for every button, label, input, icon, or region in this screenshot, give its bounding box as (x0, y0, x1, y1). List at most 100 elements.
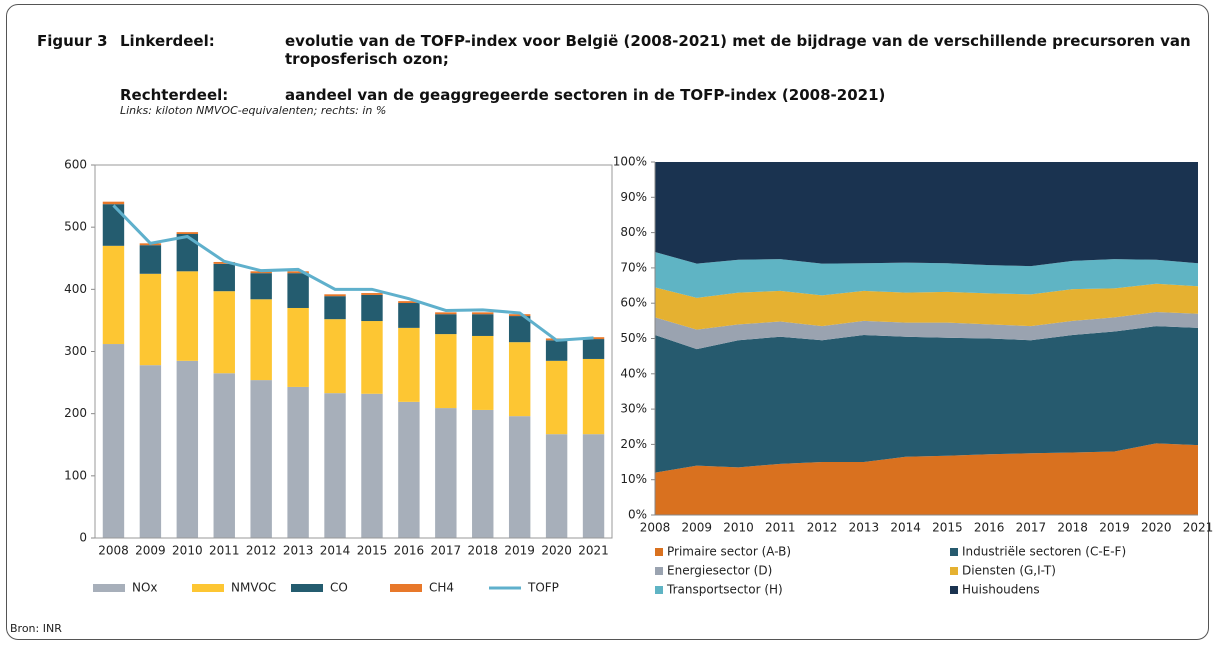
y-tick-label: 500 (64, 220, 87, 234)
legend-swatch (192, 584, 224, 592)
y-tick-label: 300 (64, 344, 87, 358)
bar (582, 358, 605, 435)
bar (472, 409, 494, 538)
area (655, 443, 1198, 515)
y-tick-label: 50% (620, 331, 647, 345)
x-tick-label: 2020 (541, 544, 572, 558)
right-text: aandeel van de geaggregeerde sectoren in… (285, 86, 886, 104)
area (655, 312, 1198, 350)
bar (102, 245, 125, 345)
bar (508, 416, 531, 538)
x-tick-label: 2014 (320, 544, 351, 558)
legend-label: Energiesector (D) (667, 564, 772, 578)
y-tick-label: 100 (64, 468, 87, 482)
area (655, 326, 1198, 473)
bar (472, 312, 494, 315)
plot-border (94, 164, 613, 539)
bar (435, 334, 457, 409)
x-tick-label: 2017 (431, 544, 462, 558)
bar (102, 201, 125, 205)
frame (6, 4, 1209, 640)
x-tick-label: 2010 (172, 544, 203, 558)
bar (213, 291, 235, 374)
bar (508, 316, 531, 343)
figure-label: Figuur 3 (37, 32, 108, 50)
legend-label: NMVOC (231, 581, 276, 595)
source: Bron: INR (10, 622, 62, 635)
bar (176, 271, 199, 361)
y-tick-label: 100% (613, 155, 647, 169)
legend-swatch (950, 586, 958, 594)
y-tick-label: 400 (64, 282, 87, 296)
x-tick-label: 2013 (283, 544, 314, 558)
x-tick-label: 2012 (246, 544, 277, 558)
legend-label: CH4 (429, 581, 454, 595)
legend-swatch (655, 567, 663, 575)
legend-label: TOFP (527, 581, 559, 595)
bar (176, 360, 199, 538)
bar (398, 327, 420, 402)
bar (250, 273, 272, 300)
bar (287, 307, 309, 387)
bar (545, 340, 568, 361)
subtitle: Links: kiloton NMVOC-equivalenten; recht… (120, 104, 387, 117)
x-tick-label: 2008 (98, 544, 129, 558)
area (655, 252, 1198, 298)
y-tick-label: 0% (628, 508, 647, 522)
bar (361, 393, 383, 538)
bar (213, 261, 235, 264)
bar (102, 204, 125, 246)
area (655, 162, 1198, 267)
x-tick-label: 2014 (890, 521, 921, 535)
bar (287, 273, 309, 308)
x-tick-label: 2015 (357, 544, 388, 558)
bar (582, 339, 605, 359)
legend-label: Primaire sector (A-B) (667, 545, 791, 559)
y-tick-label: 70% (620, 260, 647, 274)
bar (176, 234, 199, 272)
bar (361, 293, 383, 295)
y-tick-label: 200 (64, 406, 87, 420)
bar (287, 271, 309, 274)
y-tick-label: 90% (620, 190, 647, 204)
x-tick-label: 2019 (504, 544, 535, 558)
x-tick-label: 2021 (1183, 521, 1214, 535)
bar (324, 393, 346, 538)
bar (139, 365, 162, 538)
x-tick-label: 2020 (1141, 521, 1172, 535)
bar (435, 312, 457, 315)
line (112, 204, 594, 342)
x-tick-label: 2008 (640, 521, 671, 535)
y-tick-label: 0 (79, 531, 87, 545)
y-tick-label: 60% (620, 296, 647, 310)
bar (250, 271, 272, 274)
bar (398, 303, 420, 328)
y-tick-label: 10% (620, 472, 647, 486)
bar (139, 273, 162, 366)
legend-swatch (950, 548, 958, 556)
y-tick-label: 20% (620, 437, 647, 451)
bar (435, 408, 457, 538)
bar (250, 380, 272, 538)
legend-swatch (655, 548, 663, 556)
bar (102, 344, 125, 538)
bar (324, 319, 346, 394)
legend-swatch (950, 567, 958, 575)
x-tick-label: 2011 (765, 521, 796, 535)
bar (508, 314, 531, 317)
bar (508, 342, 531, 417)
bar (361, 321, 383, 394)
bar (324, 296, 346, 320)
x-tick-label: 2009 (135, 544, 166, 558)
bar (398, 401, 420, 538)
legend-label: CO (330, 581, 348, 595)
legend-swatch (291, 584, 323, 592)
legend-swatch (93, 584, 125, 592)
legend-swatch (390, 584, 422, 592)
bar (435, 314, 457, 335)
bar (250, 299, 272, 381)
bar (213, 263, 235, 292)
area (655, 283, 1198, 330)
legend-label: Huishoudens (962, 583, 1040, 597)
